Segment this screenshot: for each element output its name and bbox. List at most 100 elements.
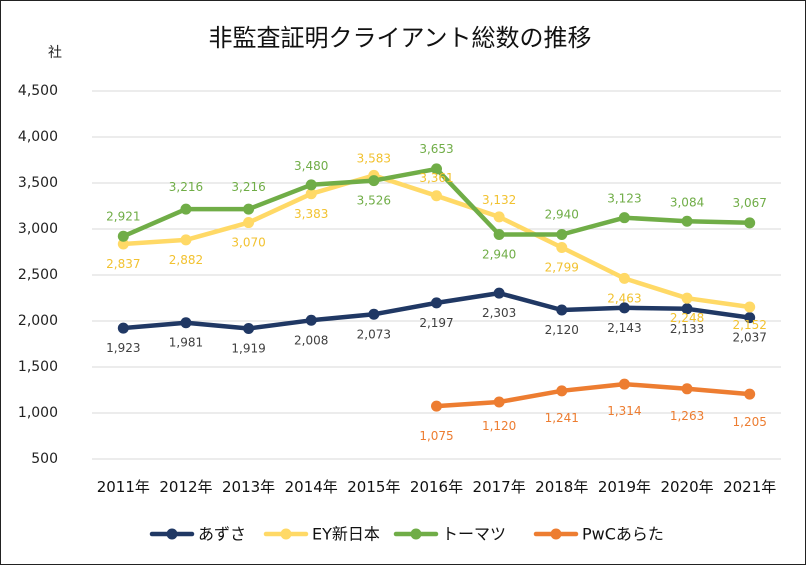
y-tick-label: 2,500 (18, 267, 58, 283)
data-label: 2,940 (545, 208, 579, 222)
data-point (618, 302, 630, 314)
data-point (556, 385, 568, 397)
series-line (434, 381, 752, 409)
y-unit-label: 社 (48, 45, 62, 61)
data-point (493, 287, 505, 299)
data-point (744, 312, 756, 324)
data-point (180, 234, 192, 246)
legend-label: あずさ (198, 525, 246, 544)
legend-item: EY新日本 (263, 525, 380, 544)
x-tick-label: 2017年 (473, 478, 526, 496)
data-point (368, 175, 380, 187)
x-tick-label: 2020年 (660, 478, 713, 496)
x-tick-label: 2011年 (97, 478, 150, 496)
data-point (556, 304, 568, 316)
data-point (493, 229, 505, 241)
data-label: 2,133 (670, 322, 704, 336)
data-point (744, 388, 756, 400)
data-point (117, 230, 129, 242)
data-point (305, 179, 317, 191)
series-3 (431, 378, 756, 412)
y-axis-ticks: 500 1,000 1,500 2,000 2,500 3,000 3,500 4,000 4,… (18, 83, 58, 467)
data-point (681, 292, 693, 304)
data-label: 1,263 (670, 409, 704, 423)
chart-title: 非監査証明クライアント総数の推移 (208, 24, 591, 52)
data-label: 3,480 (294, 159, 328, 173)
data-point (744, 217, 756, 229)
data-label: 1,919 (231, 341, 265, 355)
legend-item: あずさ (149, 525, 246, 544)
data-point (431, 190, 442, 202)
legend-label: PwCあらた (582, 525, 664, 544)
x-tick-label: 2021年 (723, 478, 776, 496)
series-lines (117, 163, 756, 412)
y-tick-label: 4,000 (18, 129, 58, 145)
data-label: 3,216 (169, 180, 203, 194)
data-label: 3,132 (482, 193, 516, 207)
data-point (556, 241, 568, 253)
data-point (493, 396, 505, 408)
data-label: 1,205 (733, 415, 767, 429)
y-tick-label: 500 (31, 451, 58, 467)
data-point (431, 297, 442, 309)
legend-marker (410, 528, 422, 540)
legend-marker (280, 528, 292, 540)
data-point (180, 317, 192, 329)
data-label: 1,923 (106, 341, 140, 355)
y-tick-label: 2,000 (18, 313, 58, 329)
data-label: 3,084 (670, 195, 704, 209)
data-label: 2,921 (106, 209, 140, 223)
data-point (431, 400, 442, 412)
x-tick-label: 2016年 (410, 478, 463, 496)
data-label: 2,143 (607, 321, 641, 335)
data-point (368, 308, 380, 320)
data-label: 1,314 (607, 404, 641, 418)
legend-marker (166, 528, 178, 540)
data-point (556, 229, 568, 241)
data-label: 3,123 (607, 192, 641, 206)
y-tick-label: 4,500 (18, 83, 58, 99)
data-point (493, 211, 505, 223)
grid-lines (92, 90, 781, 460)
x-tick-label: 2014年 (285, 478, 338, 496)
y-tick-label: 3,500 (18, 175, 58, 191)
data-label: 2,037 (733, 331, 767, 345)
data-label: 3,526 (357, 194, 391, 208)
data-point (744, 301, 756, 313)
legend-item: PwCあらた (533, 525, 664, 544)
data-point (117, 238, 129, 250)
data-label: 1,075 (419, 429, 453, 443)
series-1 (117, 169, 756, 313)
data-point (243, 322, 255, 334)
data-point (618, 212, 630, 224)
data-label: 2,248 (670, 311, 704, 325)
data-label: 3,361 (419, 171, 453, 185)
data-labels: 1,923 1,981 1,919 2,008 2,073 2,197 2,303 2,120… (106, 142, 767, 443)
series-0 (117, 287, 756, 334)
data-label: 3,067 (733, 196, 767, 210)
x-tick-label: 2019年 (598, 478, 651, 496)
x-tick-label: 2012年 (159, 478, 212, 496)
data-point (117, 322, 129, 334)
x-tick-label: 2013年 (222, 478, 275, 496)
data-label: 1,120 (482, 419, 516, 433)
data-label: 3,653 (419, 142, 453, 156)
data-point (681, 383, 693, 395)
y-tick-label: 3,000 (18, 221, 58, 237)
data-point (618, 378, 630, 390)
data-point (180, 203, 192, 215)
data-label: 3,216 (231, 180, 265, 194)
legend-label: トーマツ (442, 525, 506, 544)
legend-item: トーマツ (393, 525, 506, 544)
data-point (681, 215, 693, 227)
data-point (305, 188, 317, 200)
x-axis-ticks: 2011年 2012年 2013年 2014年 2015年 2016年 2017年 2018年… (97, 478, 777, 496)
y-tick-label: 1,000 (18, 405, 58, 421)
data-label: 2,120 (545, 323, 579, 337)
legend-marker (550, 528, 562, 540)
data-label: 1,241 (545, 411, 579, 425)
data-label: 2,799 (545, 260, 579, 274)
x-tick-label: 2018年 (535, 478, 588, 496)
